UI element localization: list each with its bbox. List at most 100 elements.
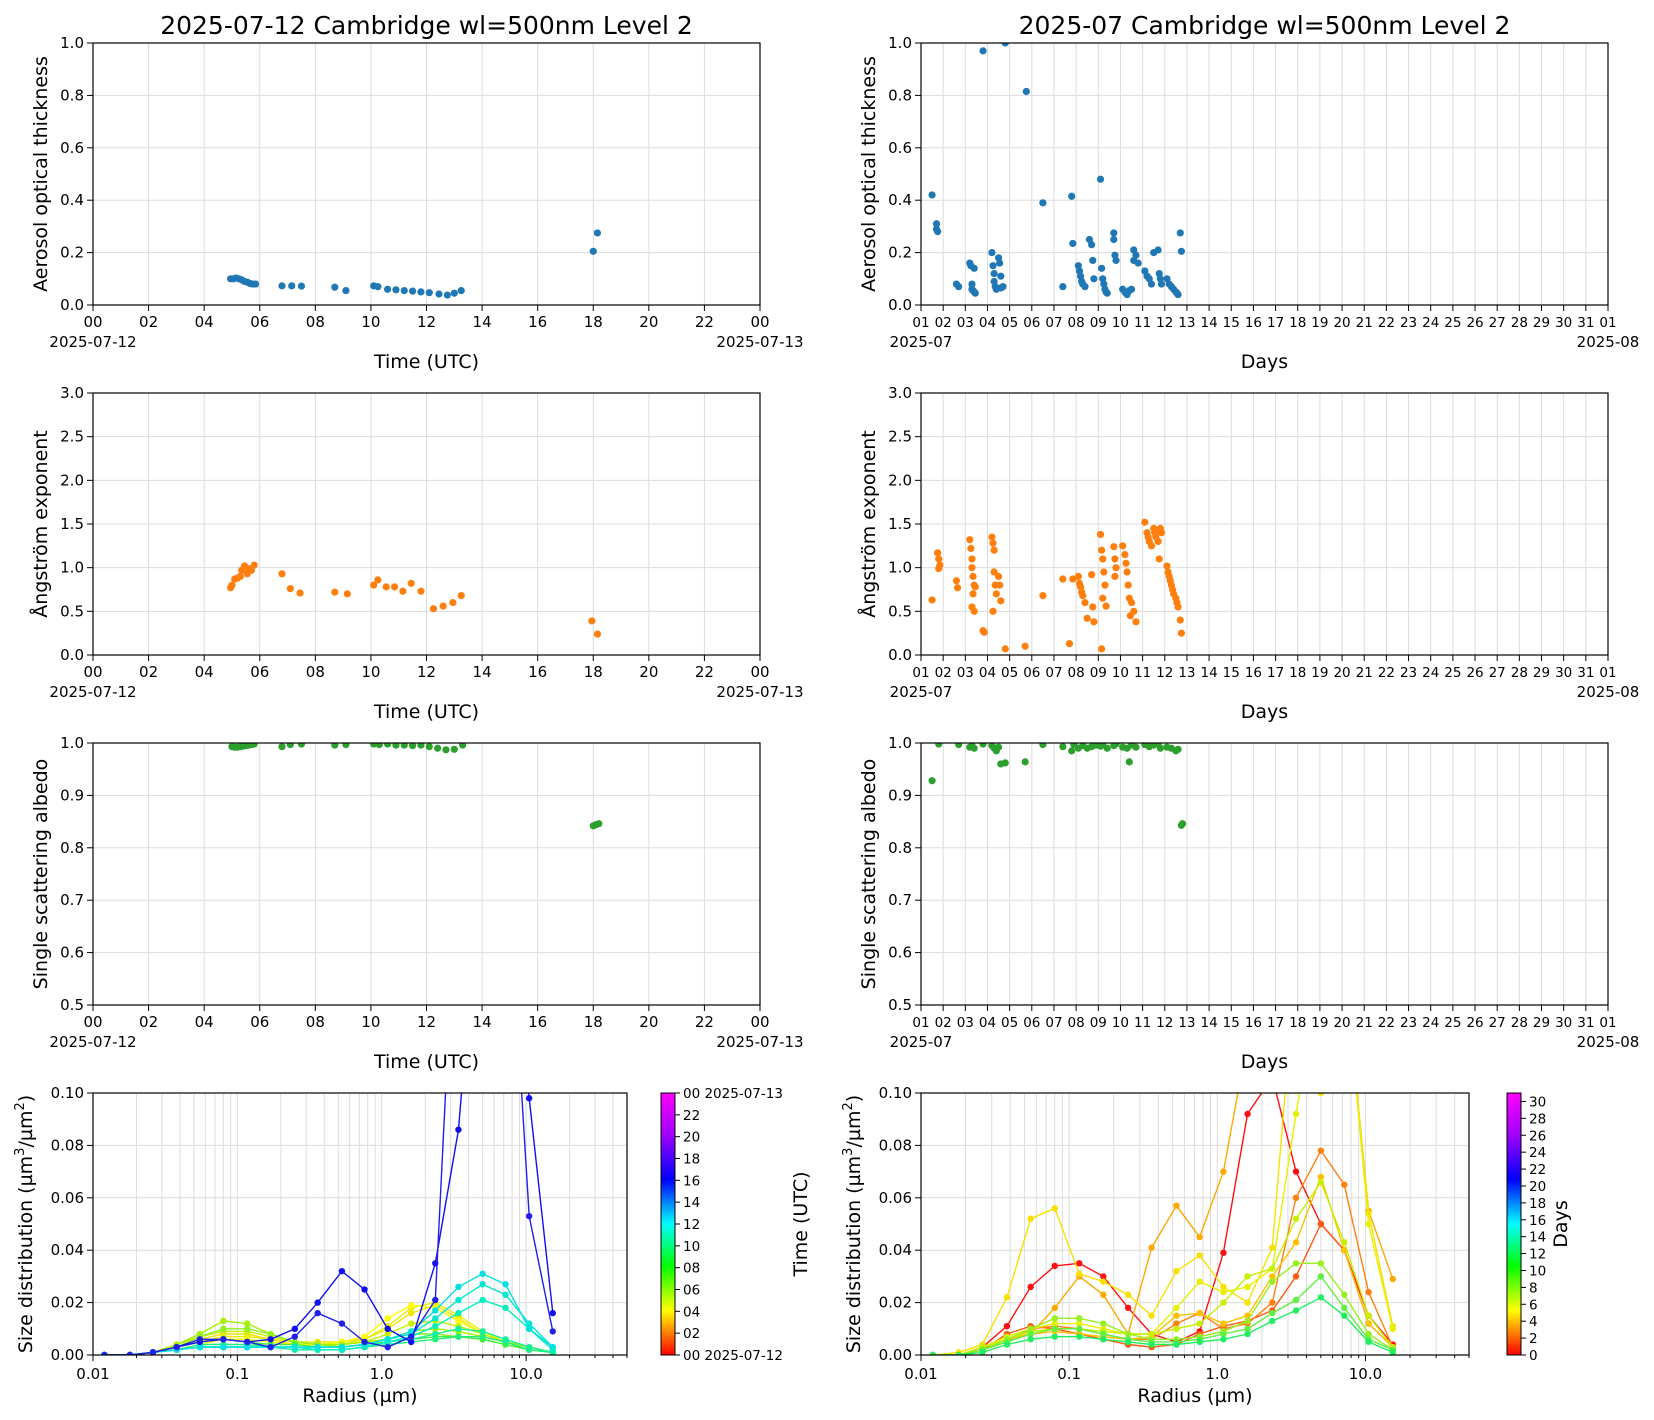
x-tick-label: 26: [1466, 665, 1483, 681]
aod-daily-chart: 0.0 0.2 0.4 0.6 0.8 1.0 00 02 04 06 08 10 12 14 16 18 20…: [30, 11, 804, 373]
x-tick-label: 04: [195, 663, 214, 681]
data-point: [1174, 290, 1182, 299]
data-point: [1178, 820, 1187, 828]
y-tick-label: 1.0: [60, 34, 84, 52]
colorbar-gradient: [660, 1092, 676, 1356]
data-point: [1081, 283, 1089, 291]
colorbar-tick-label: 26: [1529, 1128, 1546, 1144]
data-point: [967, 544, 975, 553]
data-point: [1318, 959, 1324, 965]
x-tick-label: 05: [1001, 315, 1018, 331]
data-point: [1076, 1325, 1083, 1333]
x-tick-label: 21: [1356, 1015, 1373, 1031]
x-tick-label: 24: [1422, 1015, 1439, 1031]
data-point: [196, 1343, 204, 1351]
data-point: [1102, 602, 1110, 610]
data-point: [1039, 743, 1047, 749]
data-point: [988, 533, 996, 541]
colorbar-tick-label: 22: [683, 1108, 700, 1124]
data-point: [1051, 1262, 1058, 1270]
x-tick-label: 01: [912, 315, 929, 331]
data-point: [1112, 743, 1120, 748]
data-point: [1051, 1315, 1058, 1322]
data-point: [1244, 1317, 1251, 1325]
data-point: [1076, 1270, 1083, 1277]
data-point: [1317, 1178, 1325, 1186]
x-tick-label: 16: [1245, 1015, 1262, 1031]
x-tick-sublabel: 2025-08: [1577, 683, 1640, 701]
x-tick-label: 20: [639, 313, 658, 331]
data-point: [1110, 229, 1118, 237]
y-tick-label: 2.0: [888, 471, 912, 489]
data-point: [1003, 1294, 1011, 1301]
x-tick-label: 08: [1068, 1015, 1085, 1031]
data-point: [955, 1351, 963, 1355]
data-point: [1100, 1278, 1107, 1285]
y-tick-label: 3.0: [60, 384, 84, 402]
x-tick-label: 22: [1378, 315, 1395, 331]
x-tick-label: 23: [1400, 315, 1417, 331]
colorbar-label: Days: [1550, 1200, 1572, 1247]
data-point: [196, 1336, 204, 1343]
data-point: [455, 1283, 462, 1291]
data-point: [1124, 581, 1132, 589]
data-point: [1027, 1325, 1034, 1333]
x-tick-label: 28: [1511, 665, 1528, 681]
data-point: [1098, 264, 1106, 272]
y-tick-label: 0.02: [879, 1294, 912, 1312]
x-tick-label: 12: [417, 1013, 436, 1031]
y-tick-label: 0.08: [51, 1136, 84, 1154]
data-point: [1027, 1283, 1034, 1291]
data-point: [1111, 572, 1119, 581]
data-point: [1065, 640, 1074, 648]
data-point: [1220, 1168, 1227, 1175]
data-point: [450, 289, 458, 297]
data-point: [1126, 612, 1135, 620]
x-tick-label: 16: [1245, 665, 1262, 681]
x-tick-label: 19: [1311, 665, 1328, 681]
data-point: [997, 272, 1005, 280]
x-tick-label: 01: [912, 1015, 929, 1031]
x-tick-sublabel: 2025-07: [890, 683, 953, 701]
data-point: [989, 262, 997, 270]
data-point: [994, 743, 1003, 751]
data-point: [1269, 1278, 1276, 1285]
data-point: [1154, 537, 1162, 546]
x-tick-label: 03: [957, 665, 974, 681]
y-tick-label: 2.5: [60, 428, 84, 446]
data-point: [1147, 542, 1156, 550]
data-point: [1196, 1338, 1203, 1346]
y-tick-label: 2.5: [888, 428, 912, 446]
data-point: [432, 1307, 439, 1314]
data-point: [1244, 1325, 1251, 1333]
data-point: [1100, 568, 1108, 576]
y-axis-label: Ångström exponent: [29, 430, 52, 618]
data-point: [1293, 959, 1299, 965]
y-tick-label: 0.8: [888, 839, 912, 857]
data-point: [342, 743, 350, 749]
series-line: [932, 1093, 1394, 1355]
data-point: [1269, 1317, 1276, 1325]
data-point: [173, 1343, 180, 1351]
data-point: [244, 1320, 251, 1327]
data-point: [314, 1299, 321, 1306]
x-tick-label: 02: [139, 1013, 158, 1031]
data-point: [1244, 1299, 1251, 1306]
y-tick-label: 1.0: [60, 734, 84, 752]
data-point: [979, 1349, 986, 1355]
data-point: [390, 583, 399, 591]
x-tick-label: 25: [1444, 315, 1461, 331]
x-tick-label: 10: [361, 1013, 380, 1031]
x-tick-label: 22: [695, 1013, 714, 1031]
x-tick-label: 04: [195, 1013, 214, 1031]
data-point: [968, 280, 976, 288]
data-point: [968, 555, 976, 563]
data-point: [267, 1343, 274, 1351]
x-tick-label: 12: [1156, 315, 1173, 331]
x-tick-label: 01: [1599, 315, 1616, 331]
data-point: [459, 743, 467, 749]
data-point: [928, 191, 936, 199]
data-point: [407, 1302, 415, 1309]
